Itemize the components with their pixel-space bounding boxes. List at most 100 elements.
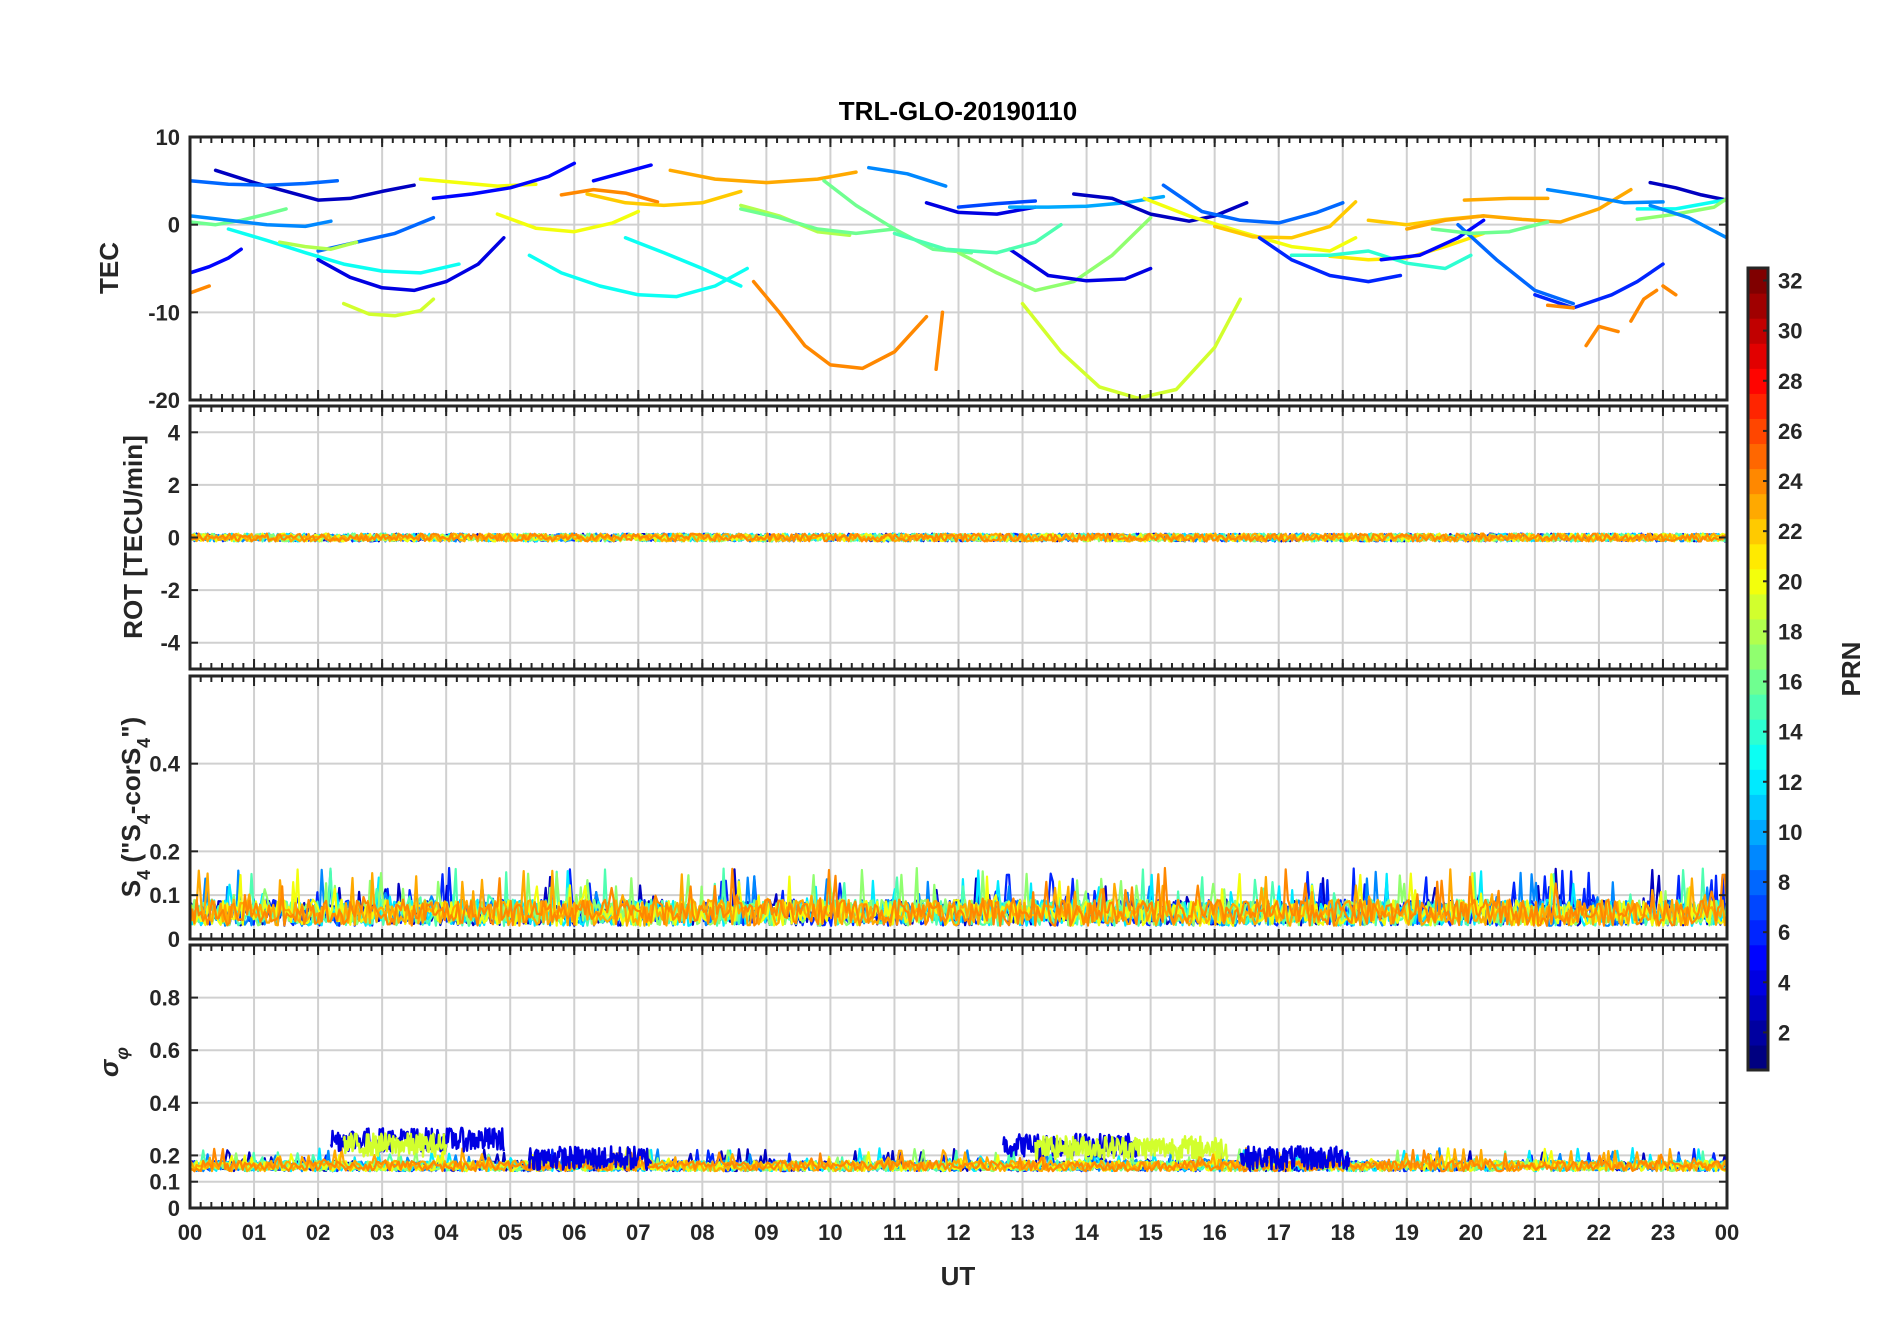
tec-arc-prn-16 (822, 179, 974, 255)
tec-arc-prn-22 (1212, 200, 1358, 240)
frame-tec (188, 135, 1729, 402)
colorbar-cell (1748, 468, 1768, 495)
tec-arc-prn-10 (1007, 194, 1166, 209)
data-s4 (190, 866, 1727, 927)
colorbar-tick-label: 30 (1778, 319, 1802, 344)
sigma-phi-elevated-prn-19 (1034, 1134, 1229, 1161)
colorbar-cell (1748, 643, 1768, 670)
tec-arc-prn-9 (1648, 203, 1727, 240)
colorbar-cell (1748, 418, 1768, 445)
colorbar-cell (1748, 669, 1768, 695)
y-tick-label: 0 (168, 526, 180, 551)
colorbar-tick-label: 16 (1778, 670, 1802, 695)
frame-sigma-phi (188, 943, 1729, 1210)
tec-arc-prn-24 (751, 279, 929, 371)
x-tick-label: 11 (883, 1220, 906, 1245)
rot-trace-prn-24 (190, 532, 1727, 543)
ylabel-s4: S4 ("S4-corS4") (116, 717, 154, 897)
x-tick-label: 09 (754, 1220, 778, 1245)
tec-arc-prn-24 (1584, 324, 1620, 348)
colorbar-cell (1748, 1019, 1768, 1046)
y-tick-label: 0.4 (149, 752, 180, 777)
y-tick-label: 10 (156, 125, 180, 150)
colorbar-cell (1748, 368, 1768, 394)
tec-arc-prn-14 (1289, 249, 1473, 271)
x-tick-label: 02 (306, 1220, 330, 1245)
tec-arc-prn-20 (495, 209, 641, 234)
tec-arc-prn-24 (1629, 288, 1659, 323)
x-tick-label: 04 (434, 1220, 459, 1245)
colorbar-cell (1748, 618, 1768, 645)
y-tick-label: -10 (148, 300, 180, 325)
tec-arc-prn-7 (956, 199, 1038, 209)
y-tick-label: 2 (168, 473, 180, 498)
colorbar-cell (1748, 694, 1768, 720)
colorbar-cell (1748, 769, 1768, 795)
tec-arc-prn-3 (1072, 192, 1249, 223)
y-tick-label: 0 (168, 1196, 180, 1221)
colorbar-tick-label: 32 (1778, 269, 1802, 294)
colorbar-cell (1748, 293, 1768, 319)
colorbar-cell (1748, 994, 1768, 1021)
s4-trace-prn-23 (190, 868, 1727, 927)
sigma-phi-elevated-prn-4 (329, 1126, 505, 1153)
sigma-phi-elevated-prn-4 (528, 1145, 653, 1171)
panel-sigma-phi: 0.8 0.6 0.4 0.20.10 σφ (94, 943, 1729, 1221)
tec-arc-prn-5 (431, 161, 577, 201)
y-tick-label: 0.6 (149, 1038, 180, 1063)
colorbar-cell (1748, 869, 1768, 896)
x-tick-label: 07 (626, 1220, 650, 1245)
tec-arc-prn-13 (623, 236, 743, 288)
y-tick-label: 0.1 (149, 1170, 180, 1195)
y-tick-label: 0.8 (149, 986, 180, 1011)
tec-arc-prn-24 (190, 284, 211, 295)
colorbar-cell (1748, 268, 1768, 294)
colorbar-cell (1748, 543, 1768, 570)
x-tick-label: 21 (1523, 1220, 1547, 1245)
colorbar-cell (1748, 493, 1768, 520)
colorbar-tick-label: 24 (1778, 469, 1803, 494)
x-tick-label: 05 (498, 1220, 522, 1245)
tec-arc-prn-3 (1648, 180, 1727, 202)
sigma-phi-elevated-prn-19 (342, 1132, 448, 1158)
tec-arc-prn-8 (1161, 183, 1345, 225)
tec-arc-prn-24 (934, 310, 945, 372)
colorbar-tick-label: 8 (1778, 870, 1790, 895)
colorbar-label: PRN (1836, 642, 1866, 697)
colorbar-cell (1748, 844, 1768, 871)
colorbar-tick-label: 10 (1778, 820, 1802, 845)
colorbar-cell (1748, 894, 1768, 921)
colorbar-tick-label: 22 (1778, 519, 1802, 544)
tec-arc-prn-17 (1635, 196, 1727, 222)
colorbar-frame (1746, 266, 1770, 1072)
colorbar-cell (1748, 919, 1768, 946)
tec-arc-prn-17 (956, 215, 1153, 293)
x-tick-label: 17 (1266, 1220, 1290, 1245)
data-rot (190, 532, 1727, 543)
tec-arc-prn-20 (1142, 196, 1358, 253)
tec-arc-prn-19 (341, 297, 436, 318)
colorbar-cell (1748, 969, 1768, 996)
panel-rot: 4 2 0 -2 -4 ROT [TECU/min] (118, 404, 1729, 671)
tec-arc-prn-22 (585, 189, 743, 208)
y-tick-label: 0.2 (149, 839, 180, 864)
x-tick-label: 22 (1587, 1220, 1611, 1245)
grid-tec (190, 137, 1727, 400)
tec-arc-prn-18 (277, 240, 359, 251)
xlabel: UT (941, 1261, 976, 1291)
sigma_phi-trace-prn-24 (190, 1147, 1727, 1173)
x-tick-label: 12 (946, 1220, 970, 1245)
tec-arc-prn-9 (190, 214, 333, 229)
y-tick-label: -2 (160, 578, 180, 603)
colorbar-cell (1748, 393, 1768, 419)
x-tick-label: 20 (1459, 1220, 1483, 1245)
tec-arc-prn-15 (892, 222, 1063, 255)
colorbar-cell (1748, 568, 1768, 595)
colorbar-cell (1748, 819, 1768, 846)
colorbar-tick-label: 18 (1778, 619, 1802, 644)
tec-arc-prn-24 (1545, 303, 1576, 310)
tec-arc-prn-6 (1257, 236, 1403, 284)
s4-trace-prn-24 (190, 866, 1727, 927)
colorbar-tick-label: 28 (1778, 369, 1802, 394)
